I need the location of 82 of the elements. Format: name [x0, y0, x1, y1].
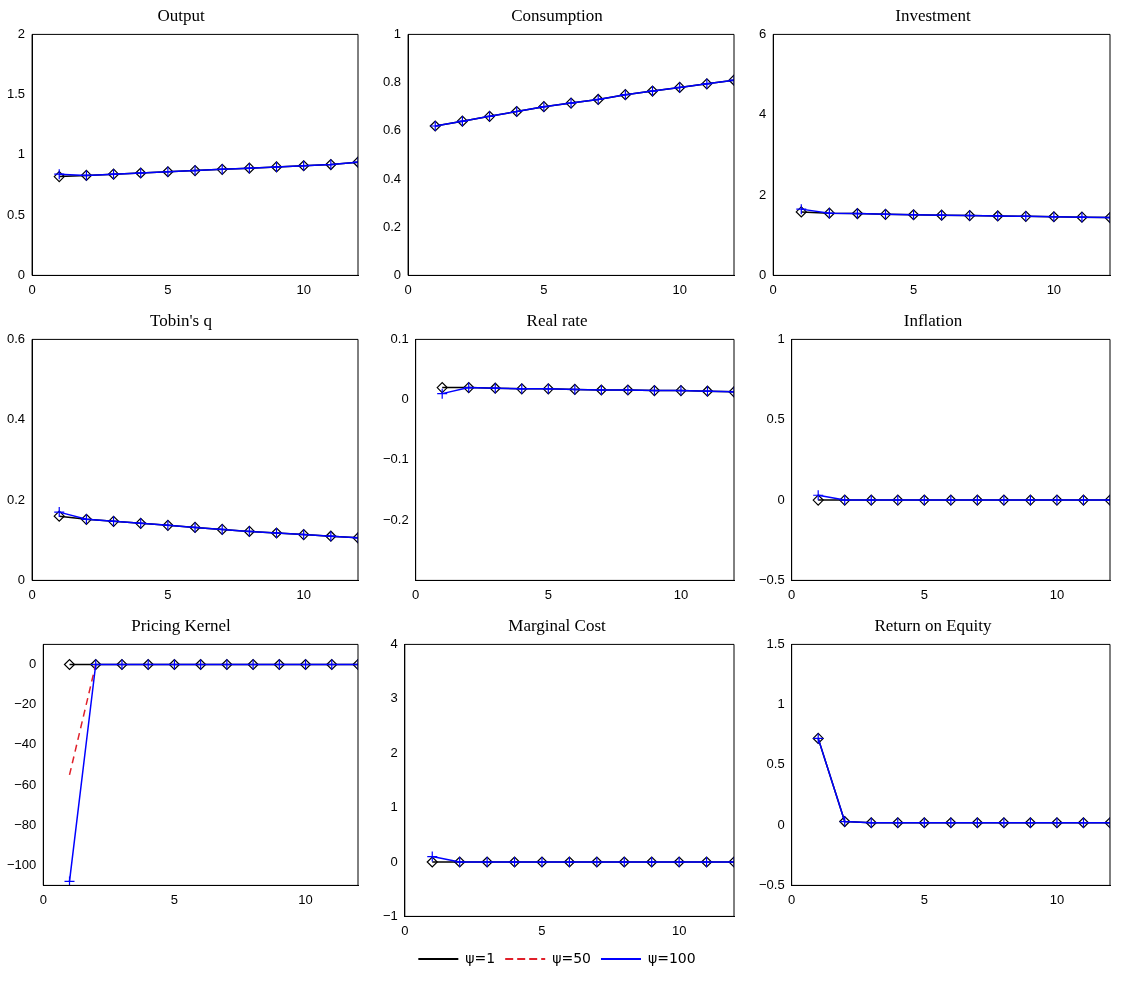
- chart-title: Consumption: [511, 5, 604, 25]
- y-tick-label: 1.5: [766, 635, 785, 651]
- legend-label: ψ=1: [465, 949, 496, 966]
- y-tick-label: 0.8: [382, 74, 402, 90]
- y-tick-label: −20: [14, 696, 37, 712]
- y-tick-label: 0: [17, 266, 26, 282]
- y-tick-label: 1: [17, 146, 26, 162]
- x-tick-label: 10: [671, 922, 687, 938]
- y-tick-label: −60: [14, 776, 37, 792]
- x-tick-label: 0: [788, 586, 796, 602]
- point: [53, 510, 65, 522]
- y-tick-label: 0.6: [382, 122, 402, 138]
- legend-label: ψ=100: [647, 949, 696, 966]
- x-tick-label: 0: [788, 891, 796, 907]
- y-tick-label: 1: [777, 330, 785, 346]
- x-tick-label: 10: [1049, 891, 1065, 907]
- y-tick-label: −40: [14, 736, 37, 752]
- x-tick-label: 5: [540, 281, 548, 297]
- x-tick-label: 0: [39, 891, 47, 907]
- y-tick-label: −1: [382, 907, 398, 923]
- y-tick-label: 2: [17, 25, 26, 41]
- y-tick-label: 0.1: [390, 330, 409, 346]
- y-tick-label: 0.2: [382, 218, 402, 234]
- point: [436, 388, 448, 400]
- y-tick-label: 0.5: [6, 206, 26, 222]
- x-tick-label: 10: [1046, 281, 1062, 297]
- y-tick-label: 1: [393, 25, 402, 41]
- y-tick-label: 0: [393, 266, 402, 282]
- chart-title: Investment: [895, 5, 972, 25]
- y-tick-label: 0.2: [6, 491, 26, 507]
- x-tick-label: 5: [538, 922, 546, 938]
- y-tick-label: 0: [759, 266, 767, 282]
- y-tick-label: 1: [390, 799, 398, 815]
- y-tick-label: 0: [401, 391, 409, 407]
- y-tick-label: 4: [390, 635, 398, 651]
- chart-title: Inflation: [903, 310, 963, 330]
- y-tick-label: 6: [759, 25, 767, 41]
- x-tick-label: 10: [298, 891, 313, 907]
- chart-title: Real rate: [526, 310, 588, 330]
- x-tick-label: 5: [164, 586, 172, 602]
- x-tick-label: 5: [164, 281, 172, 297]
- y-tick-label: 4: [759, 106, 767, 122]
- y-tick-label: −0.2: [382, 511, 409, 527]
- x-tick-label: 5: [920, 891, 928, 907]
- y-tick-label: 0: [777, 816, 785, 832]
- y-tick-label: 0.4: [6, 411, 26, 427]
- y-tick-label: 0.5: [766, 756, 785, 772]
- legend-label: ψ=50: [552, 949, 591, 966]
- x-tick-label: 5: [909, 281, 918, 297]
- chart-title: Return on Equity: [874, 615, 993, 635]
- y-tick-label: 1: [777, 696, 785, 712]
- x-tick-label: 0: [412, 586, 420, 602]
- y-tick-label: −100: [6, 856, 37, 872]
- chart-title: Marginal Cost: [508, 615, 606, 635]
- y-tick-label: 1.5: [6, 86, 26, 102]
- chart-title: Output: [157, 5, 205, 25]
- x-tick-label: 5: [170, 891, 179, 907]
- x-tick-label: 10: [296, 586, 311, 602]
- y-tick-label: −80: [14, 816, 37, 832]
- y-tick-label: 0.4: [382, 170, 402, 186]
- y-tick-label: 0: [17, 571, 26, 587]
- y-tick-label: −0.5: [758, 571, 785, 587]
- y-tick-label: −0.5: [758, 876, 785, 892]
- y-tick-label: 2: [390, 744, 398, 760]
- y-tick-label: 2: [759, 186, 767, 202]
- point: [53, 506, 65, 518]
- x-tick-label: 10: [296, 281, 311, 297]
- y-tick-label: 0.5: [766, 411, 785, 427]
- x-tick-label: 5: [544, 586, 552, 602]
- x-tick-label: 10: [673, 586, 689, 602]
- chart-title: Tobin's q: [150, 310, 213, 330]
- y-tick-label: 0: [390, 853, 398, 869]
- y-tick-label: 3: [390, 690, 398, 706]
- x-tick-label: 10: [672, 281, 687, 297]
- y-tick-label: 0: [29, 656, 37, 672]
- y-tick-label: −0.1: [382, 451, 409, 467]
- x-tick-label: 10: [1049, 586, 1065, 602]
- chart-title: Pricing Kernel: [131, 615, 232, 635]
- y-tick-label: 0.6: [6, 330, 26, 346]
- x-tick-label: 5: [920, 586, 928, 602]
- point: [436, 382, 448, 394]
- y-tick-label: 0: [777, 491, 785, 507]
